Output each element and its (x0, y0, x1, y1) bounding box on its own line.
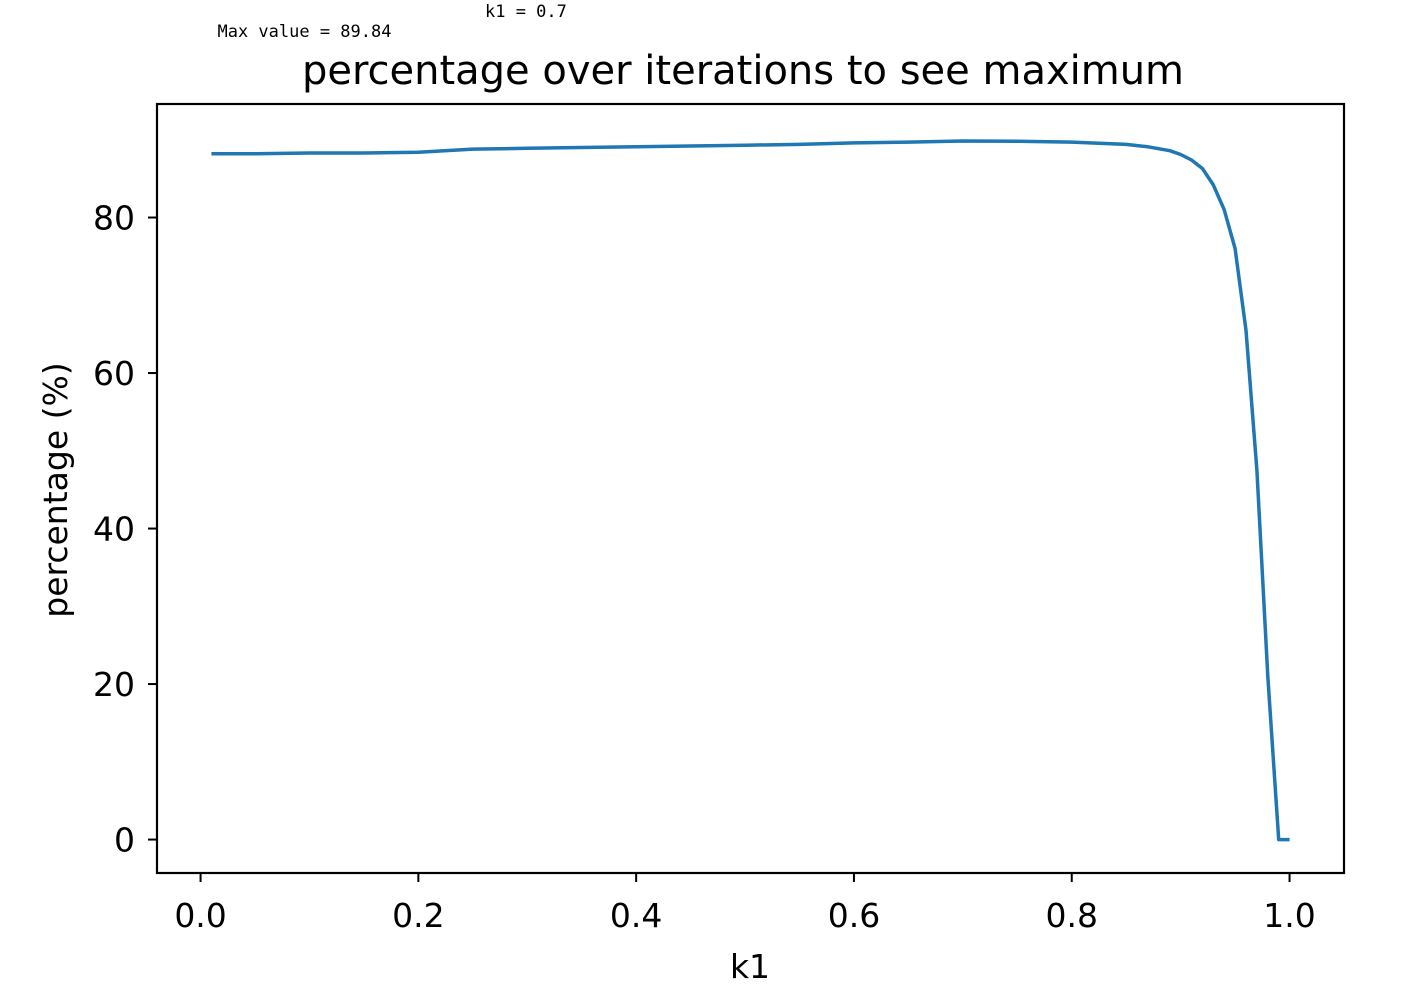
y-tick-label: 20 (93, 665, 135, 704)
x-tick-label: 0.4 (610, 896, 662, 935)
y-tick-label: 80 (93, 199, 135, 238)
x-tick-label: 1.0 (1263, 896, 1315, 935)
y-axis-label: percentage (%) (36, 362, 75, 617)
y-tick-label: 40 (93, 510, 135, 549)
chart-title: percentage over iterations to see maximu… (302, 48, 1184, 94)
max-value-text: Max value = 89.84 (217, 22, 392, 42)
plot-area (155, 102, 1346, 875)
x-tick-label: 0.8 (1046, 896, 1098, 935)
k1-value-text: k1 = 0.7 (485, 2, 567, 22)
x-tick-label: 0.0 (174, 896, 226, 935)
series-line (211, 139, 1290, 842)
x-axis-label: k1 (730, 947, 770, 984)
y-tick-label: 60 (93, 354, 135, 393)
output-text: Max value = 89.84 k1 = 0.7 (197, 2, 566, 62)
x-tick-label: 0.2 (392, 896, 444, 935)
y-tick-label: 0 (114, 821, 135, 860)
y-axis: 0 20 40 60 80 (93, 199, 157, 860)
x-tick-label: 0.6 (828, 896, 880, 935)
x-axis: 0.0 0.2 0.4 0.6 0.8 1.0 (174, 873, 1316, 935)
series-layer (211, 139, 1290, 842)
